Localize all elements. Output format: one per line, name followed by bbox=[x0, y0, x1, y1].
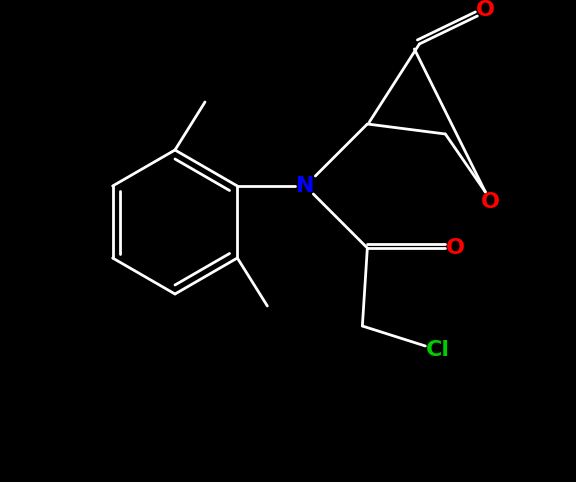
Text: Cl: Cl bbox=[426, 340, 450, 360]
Text: O: O bbox=[476, 0, 495, 20]
Text: O: O bbox=[481, 192, 500, 212]
Text: O: O bbox=[446, 238, 465, 258]
Text: N: N bbox=[296, 176, 314, 196]
